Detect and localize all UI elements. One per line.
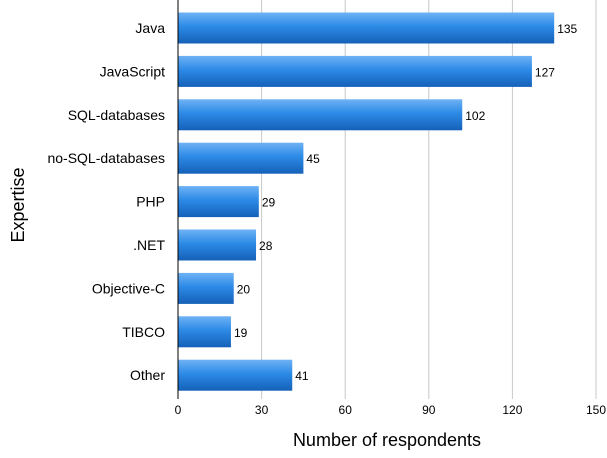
category-label: Other	[130, 367, 165, 383]
bars	[178, 12, 555, 391]
value-label: 28	[259, 239, 273, 253]
value-label: 135	[557, 22, 577, 36]
x-tick-label: 30	[255, 403, 269, 417]
bar	[178, 272, 234, 304]
category-label: SQL-databases	[68, 107, 165, 123]
category-label: .NET	[133, 237, 165, 253]
bar	[178, 186, 259, 218]
bar	[178, 229, 257, 261]
category-labels: Java JavaScript SQL-databases no-SQL-databa…	[47, 20, 165, 383]
x-tick-label: 120	[502, 403, 522, 417]
x-axis-title: Number of respondents	[293, 430, 481, 450]
category-label: PHP	[136, 194, 165, 210]
category-label: TIBCO	[122, 324, 165, 340]
value-labels: 135 127 102 45 29 28 20 19 41	[234, 22, 578, 383]
x-tick-label: 0	[175, 403, 182, 417]
category-label: JavaScript	[100, 63, 165, 79]
value-label: 20	[237, 282, 251, 296]
x-tick-label: 150	[586, 403, 606, 417]
value-label: 19	[234, 326, 248, 340]
value-label: 102	[465, 109, 485, 123]
x-tick-label: 90	[422, 403, 436, 417]
x-tick-label: 60	[339, 403, 353, 417]
bar	[178, 142, 304, 174]
bar	[178, 99, 463, 131]
bar	[178, 55, 532, 87]
bar	[178, 12, 555, 44]
category-label: no-SQL-databases	[47, 150, 165, 166]
value-label: 127	[535, 65, 555, 79]
category-label: Objective-C	[92, 280, 165, 296]
y-axis-title: Expertise	[8, 167, 28, 242]
value-label: 41	[295, 369, 309, 383]
bar	[178, 359, 293, 391]
category-label: Java	[135, 20, 165, 36]
value-label: 29	[262, 196, 276, 210]
x-tick-labels: 0 30 60 90 120 150	[175, 403, 607, 417]
value-label: 45	[306, 152, 320, 166]
bar	[178, 316, 231, 348]
